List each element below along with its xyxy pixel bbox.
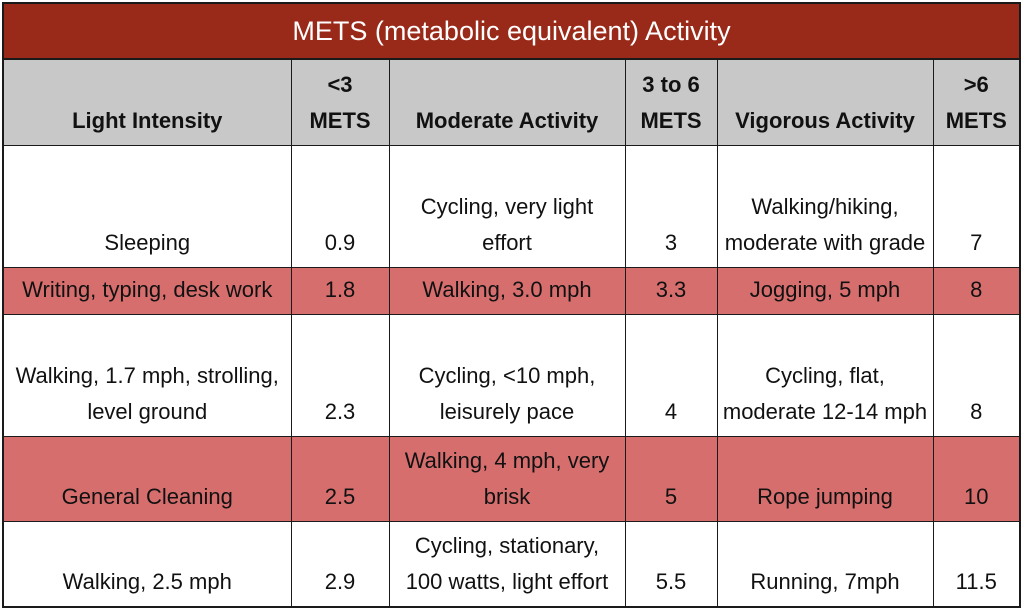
vigorous-activity-cell: Rope jumping	[716, 435, 934, 522]
header-row: Light Intensity <3 METS Moderate Activit…	[4, 60, 1019, 146]
light-activity-cell: Sleeping	[4, 144, 292, 268]
vigorous-mets-cell: 7	[932, 144, 1019, 268]
moderate-activity-cell: Walking, 3.0 mph	[388, 266, 626, 315]
moderate-mets-cell: 4	[624, 313, 718, 437]
moderate-activity-cell: Cycling, <10 mph, leisurely pace	[388, 313, 626, 437]
moderate-mets-cell: 3	[624, 144, 718, 268]
table-row: Walking, 1.7 mph, strolling, level groun…	[4, 313, 1019, 437]
vigorous-activity-cell: Jogging, 5 mph	[716, 266, 934, 315]
light-activity-cell: Writing, typing, desk work	[4, 266, 292, 315]
table-row: Sleeping 0.9 Cycling, very light effort …	[4, 144, 1019, 268]
light-activity-cell: Walking, 1.7 mph, strolling, level groun…	[4, 313, 292, 437]
vigorous-mets-cell: 8	[932, 313, 1019, 437]
moderate-activity-cell: Cycling, stationary, 100 watts, light ef…	[388, 520, 626, 606]
light-mets-cell: 2.3	[290, 313, 390, 437]
header-vigorous-activity: Vigorous Activity	[716, 60, 934, 146]
moderate-mets-cell: 5.5	[624, 520, 718, 606]
light-activity-cell: Walking, 2.5 mph	[4, 520, 292, 606]
moderate-mets-cell: 5	[624, 435, 718, 522]
vigorous-activity-cell: Walking/hiking, moderate with grade	[716, 144, 934, 268]
header-moderate-activity: Moderate Activity	[388, 60, 626, 146]
header-moderate-mets: 3 to 6 METS	[624, 60, 718, 146]
table-row: General Cleaning 2.5 Walking, 4 mph, ver…	[4, 435, 1019, 522]
vigorous-mets-cell: 11.5	[932, 520, 1019, 606]
light-mets-cell: 1.8	[290, 266, 390, 315]
moderate-activity-cell: Cycling, very light effort	[388, 144, 626, 268]
header-light-intensity: Light Intensity	[4, 60, 292, 146]
table-title: METS (metabolic equivalent) Activity	[4, 4, 1019, 60]
mets-table: Light Intensity <3 METS Moderate Activit…	[4, 60, 1019, 606]
vigorous-mets-cell: 8	[932, 266, 1019, 315]
table-row: Walking, 2.5 mph 2.9 Cycling, stationary…	[4, 520, 1019, 606]
moderate-activity-cell: Walking, 4 mph, very brisk	[388, 435, 626, 522]
light-mets-cell: 0.9	[290, 144, 390, 268]
vigorous-activity-cell: Running, 7mph	[716, 520, 934, 606]
table-row: Writing, typing, desk work 1.8 Walking, …	[4, 266, 1019, 315]
header-vigorous-mets: >6 METS	[932, 60, 1019, 146]
light-mets-cell: 2.5	[290, 435, 390, 522]
header-light-mets: <3 METS	[290, 60, 390, 146]
light-mets-cell: 2.9	[290, 520, 390, 606]
vigorous-mets-cell: 10	[932, 435, 1019, 522]
moderate-mets-cell: 3.3	[624, 266, 718, 315]
light-activity-cell: General Cleaning	[4, 435, 292, 522]
vigorous-activity-cell: Cycling, flat, moderate 12-14 mph	[716, 313, 934, 437]
